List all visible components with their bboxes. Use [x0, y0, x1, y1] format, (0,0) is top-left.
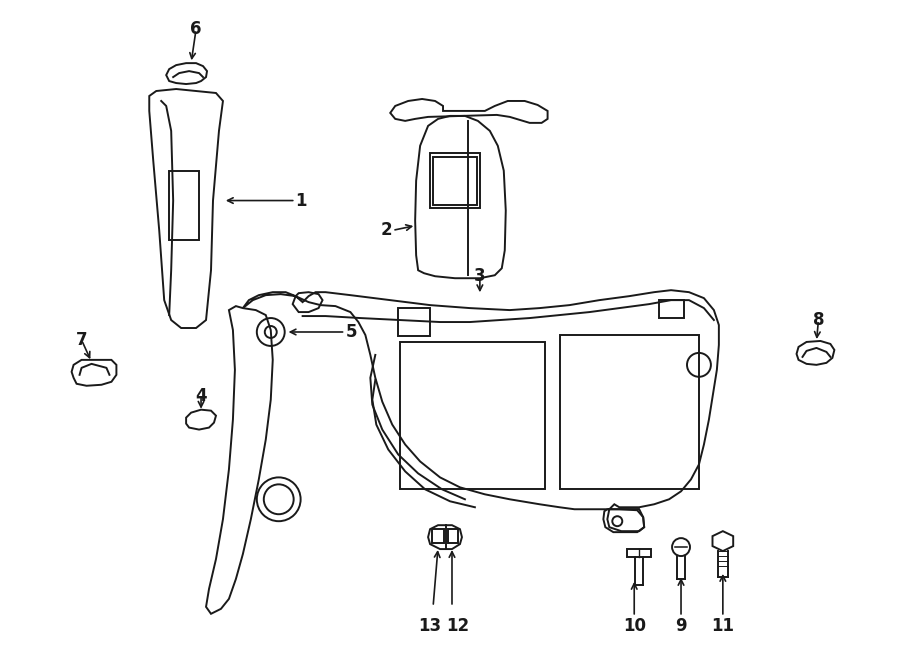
Text: 13: 13 [418, 617, 442, 635]
Text: 8: 8 [813, 311, 824, 329]
Bar [433, 157, 477, 204]
Bar [560, 335, 699, 489]
Bar [448, 529, 458, 543]
Text: 1: 1 [296, 192, 307, 210]
Bar [432, 529, 444, 543]
Text: 10: 10 [623, 617, 645, 635]
Text: 12: 12 [446, 617, 470, 635]
Bar [400, 342, 544, 489]
Bar [430, 153, 480, 208]
Bar [659, 300, 684, 318]
Text: 6: 6 [190, 20, 202, 38]
Text: 2: 2 [381, 221, 392, 239]
Text: 9: 9 [675, 617, 687, 635]
Text: 4: 4 [195, 387, 207, 405]
Bar [169, 171, 199, 241]
Bar [627, 549, 652, 557]
Text: 11: 11 [711, 617, 734, 635]
Text: 3: 3 [474, 267, 486, 286]
Text: 5: 5 [346, 323, 357, 341]
Text: 7: 7 [76, 331, 87, 349]
Bar [398, 308, 430, 336]
